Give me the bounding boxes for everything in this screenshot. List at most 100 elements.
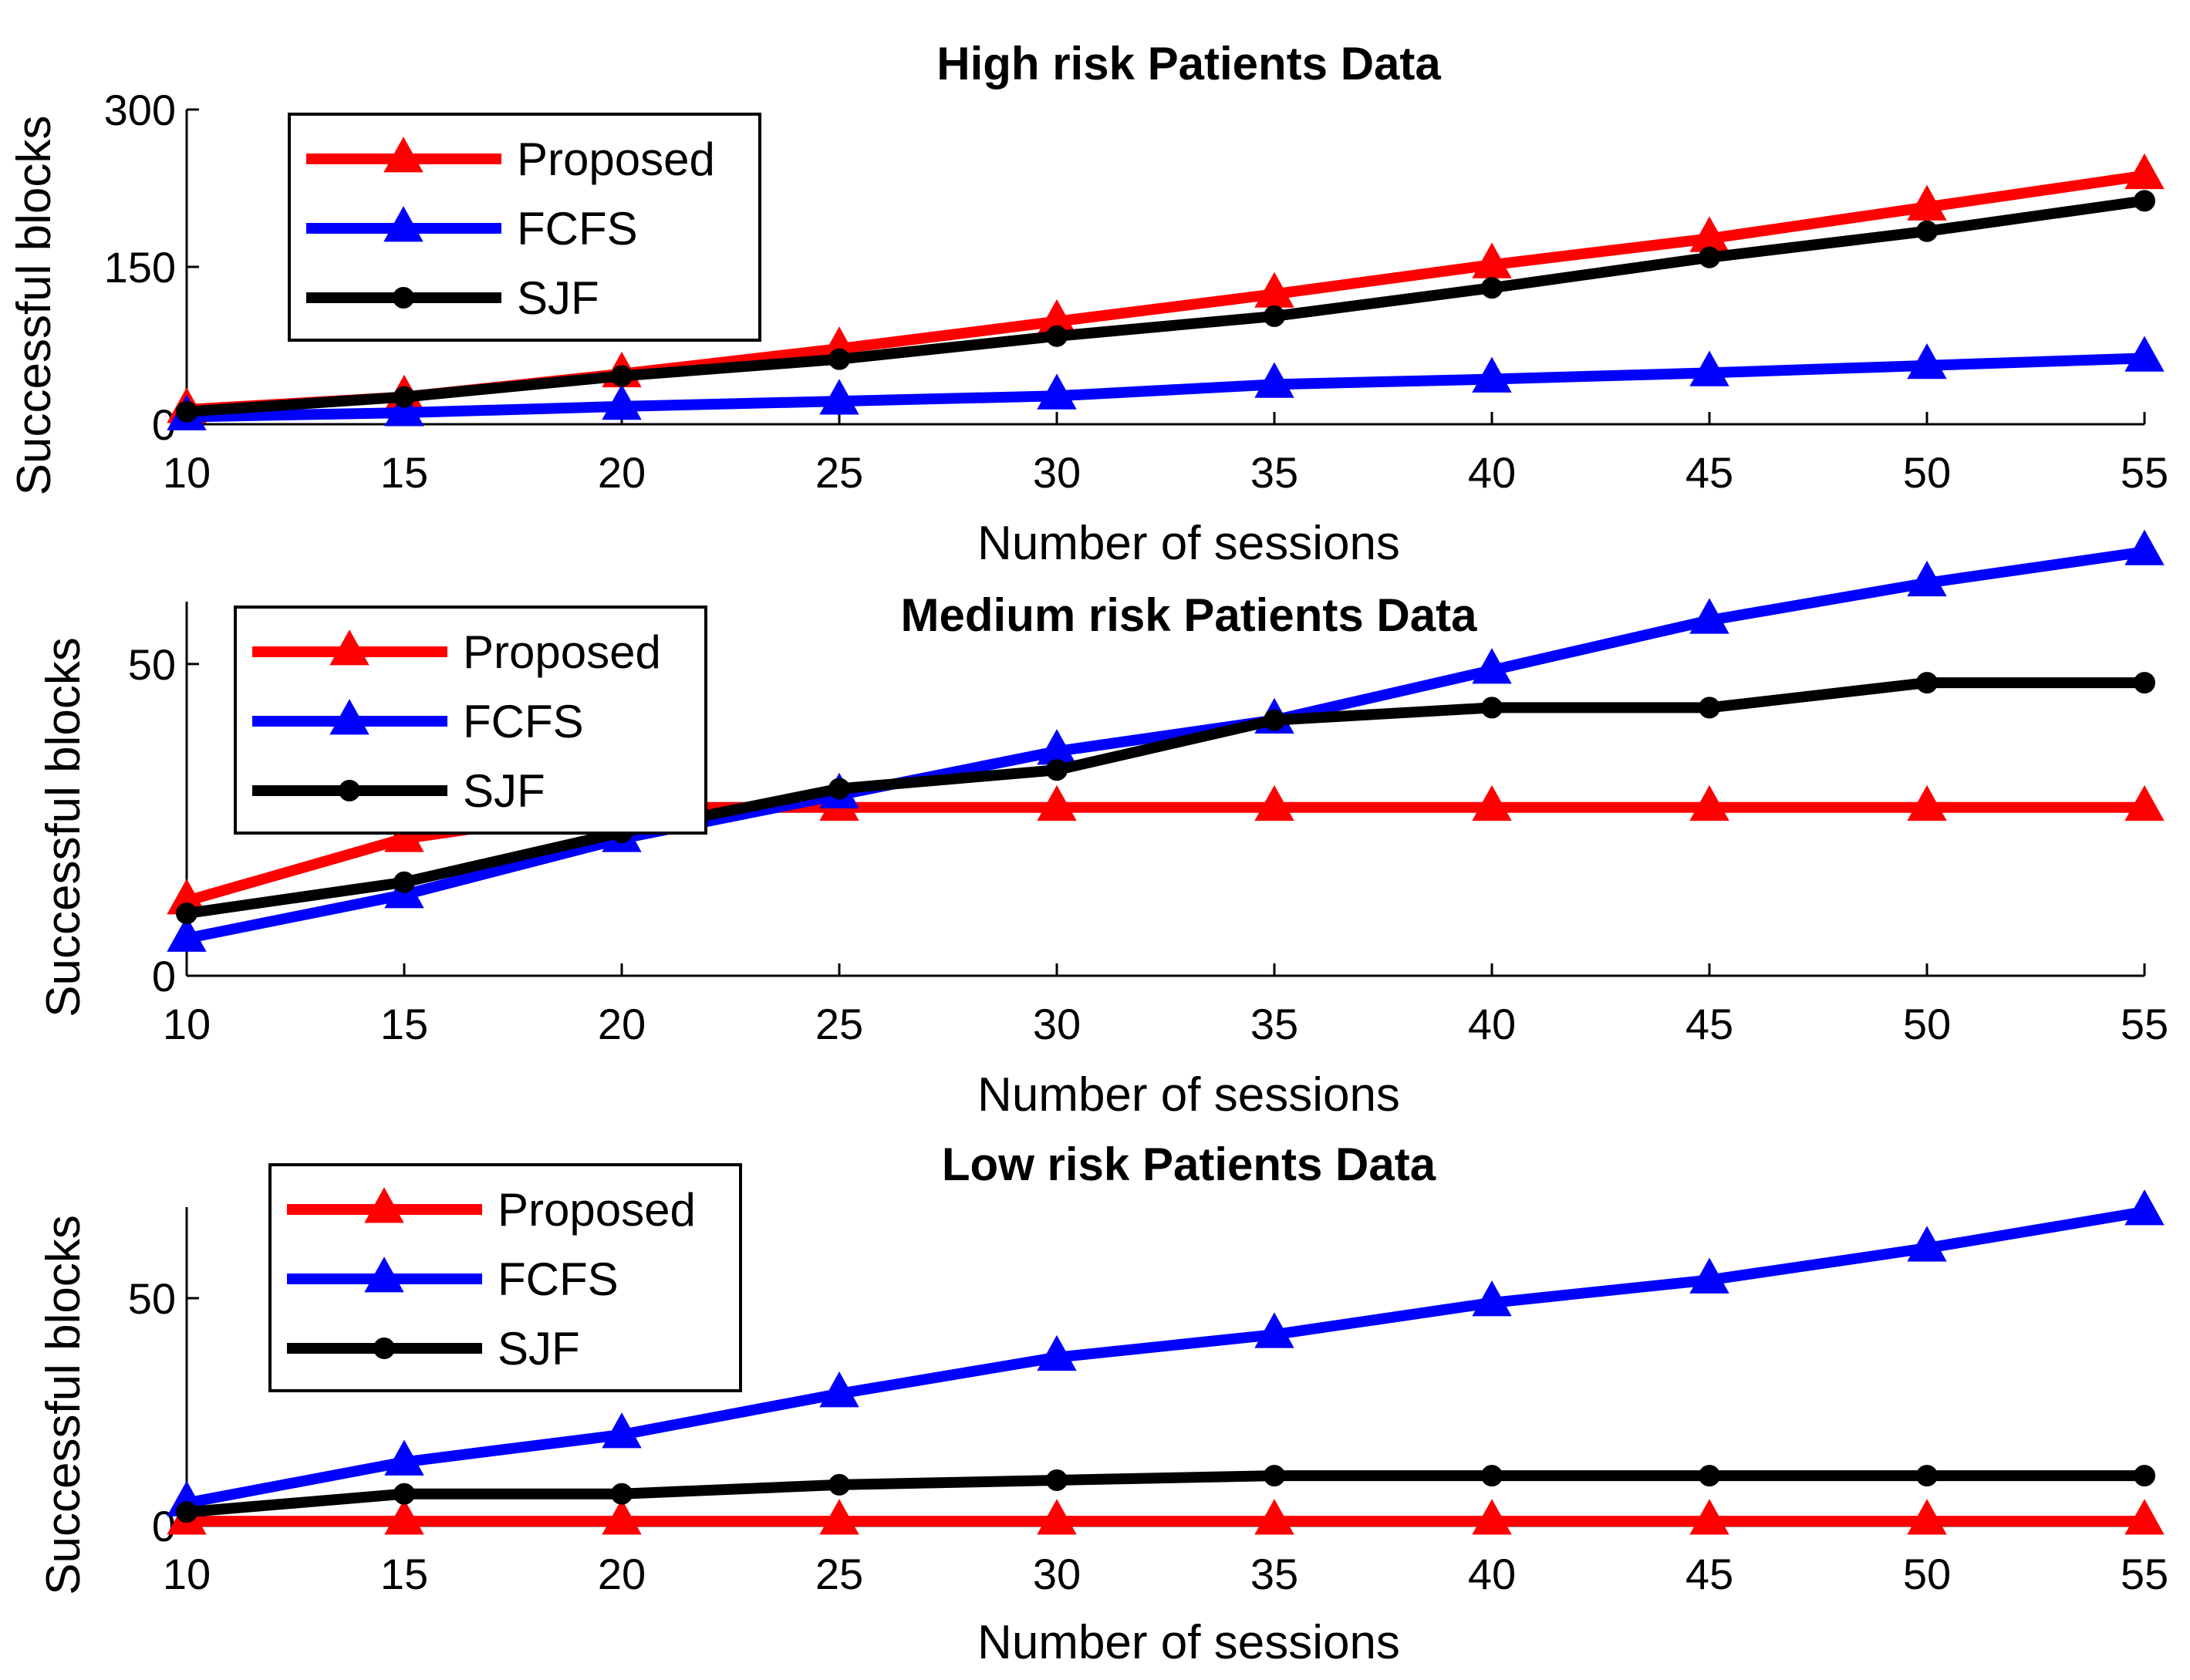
legend-marker	[373, 1338, 395, 1359]
legend-label: Proposed	[463, 626, 661, 678]
y-tick-label: 50	[128, 1274, 176, 1323]
data-point-sjf	[611, 365, 633, 387]
x-tick-label: 20	[598, 1000, 646, 1048]
data-point-fcfs	[1907, 560, 1947, 597]
x-axis-label: Number of sessions	[977, 1068, 1400, 1122]
data-point-fcfs	[384, 1439, 424, 1476]
x-tick-label: 40	[1468, 448, 1516, 497]
x-tick-label: 55	[2121, 1000, 2168, 1048]
y-tick-label: 0	[152, 952, 176, 1000]
data-point-sjf	[2134, 1465, 2155, 1487]
data-point-sjf	[1046, 1469, 1068, 1491]
data-point-fcfs	[1689, 598, 1729, 634]
data-point-fcfs	[167, 916, 207, 952]
series-line-fcfs	[185, 1206, 2146, 1509]
data-point-proposed	[1689, 1499, 1729, 1535]
y-axis-label: Successful blocks	[37, 1215, 90, 1595]
series-line-fcfs	[186, 353, 2145, 423]
data-point-fcfs	[819, 379, 859, 415]
legend: Proposed FCFS SJF	[234, 606, 707, 835]
x-tick-label: 50	[1903, 1000, 1951, 1048]
data-point-proposed	[1037, 784, 1077, 821]
x-tick-label: 45	[1686, 448, 1733, 497]
legend-label: FCFS	[517, 203, 638, 255]
x-tick-label: 45	[1686, 1550, 1733, 1598]
data-point-sjf	[1916, 1465, 1938, 1487]
data-point-sjf	[1046, 759, 1068, 781]
data-point-sjf	[1264, 305, 1285, 327]
legend: Proposed FCFS SJF	[268, 1163, 742, 1392]
series-line-sjf	[186, 195, 2145, 417]
chart-title: High risk Patients Data	[936, 38, 1441, 89]
series-line-sjf	[186, 1470, 2144, 1518]
data-point-fcfs	[1907, 342, 1947, 380]
data-point-proposed	[1254, 784, 1294, 821]
legend-label: SJF	[463, 765, 545, 817]
data-point-sjf	[828, 778, 850, 800]
legend-marker	[383, 137, 423, 173]
legend-marker	[339, 780, 360, 801]
data-point-fcfs	[1472, 356, 1512, 393]
legend-marker	[329, 699, 369, 735]
legend-label: SJF	[517, 272, 599, 324]
legend-marker	[364, 1187, 404, 1223]
legend-marker	[364, 1257, 404, 1293]
data-point-fcfs	[1689, 1257, 1729, 1294]
data-point-proposed	[384, 1499, 424, 1535]
x-tick-label: 10	[163, 448, 211, 497]
x-tick-label: 30	[1033, 1000, 1081, 1048]
data-point-fcfs	[1689, 350, 1729, 386]
data-point-sjf	[176, 902, 197, 925]
data-point-proposed	[1472, 1499, 1512, 1535]
legend-marker	[393, 287, 414, 309]
data-point-fcfs	[2124, 336, 2165, 372]
legend-marker	[383, 206, 423, 242]
data-point-sjf	[828, 348, 850, 370]
data-point-sjf	[2134, 190, 2155, 212]
chart-title: Low risk Patients Data	[942, 1139, 1436, 1190]
x-tick-label: 55	[2121, 1550, 2168, 1598]
y-axis-label: Successful blocks	[37, 637, 90, 1017]
data-point-sjf	[1916, 220, 1938, 242]
x-tick-label: 10	[163, 1550, 211, 1598]
data-point-sjf	[393, 1483, 415, 1505]
data-point-sjf	[2134, 672, 2155, 694]
legend-label: FCFS	[498, 1253, 619, 1305]
data-point-fcfs	[1037, 373, 1077, 410]
x-axis-label: Number of sessions	[977, 1616, 1400, 1669]
data-point-fcfs	[1037, 1334, 1077, 1371]
x-tick-label: 35	[1250, 448, 1298, 497]
data-point-sjf	[611, 1483, 633, 1505]
data-point-proposed	[2124, 1499, 2165, 1535]
data-point-sjf	[828, 1473, 850, 1496]
x-tick-label: 40	[1468, 1550, 1516, 1598]
data-point-proposed	[1907, 784, 1947, 821]
x-axis-label: Number of sessions	[977, 517, 1400, 570]
x-tick-label: 15	[380, 448, 428, 497]
x-tick-label: 20	[598, 448, 646, 497]
x-tick-label: 25	[815, 1000, 863, 1048]
data-point-proposed	[1037, 1499, 1077, 1535]
x-tick-label: 15	[380, 1550, 428, 1598]
x-tick-label: 55	[2121, 448, 2168, 497]
legend-label: FCFS	[463, 696, 584, 747]
x-tick-label: 10	[163, 1000, 211, 1048]
x-tick-label: 15	[380, 1000, 428, 1048]
y-tick-label: 300	[104, 86, 176, 134]
x-tick-label: 40	[1468, 1000, 1516, 1048]
data-point-proposed	[1907, 184, 1947, 221]
data-point-proposed	[1254, 1499, 1294, 1535]
data-point-sjf	[1264, 1465, 1285, 1487]
data-point-sjf	[393, 871, 415, 893]
data-point-fcfs	[2124, 1189, 2165, 1226]
legend: Proposed FCFS SJF	[288, 113, 761, 342]
data-point-fcfs	[602, 384, 642, 420]
x-tick-label: 35	[1250, 1000, 1298, 1048]
data-point-sjf	[1699, 697, 1720, 719]
data-point-fcfs	[1472, 648, 1512, 684]
x-tick-label: 50	[1903, 1550, 1951, 1598]
x-tick-label: 25	[815, 1550, 863, 1598]
data-point-fcfs	[819, 1371, 859, 1408]
x-tick-label: 30	[1033, 448, 1081, 497]
